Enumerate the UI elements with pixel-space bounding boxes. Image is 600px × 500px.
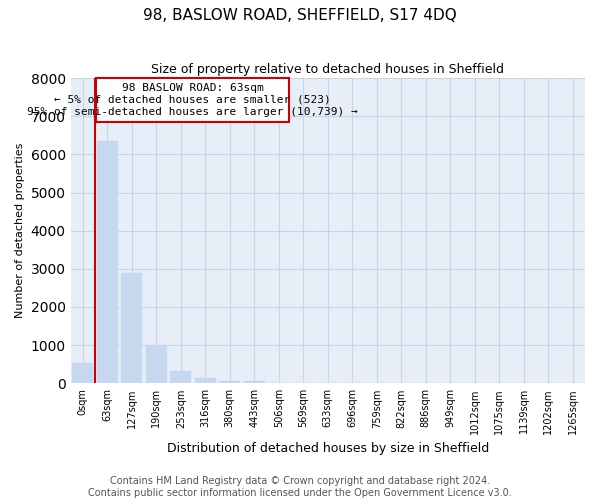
Text: Contains HM Land Registry data © Crown copyright and database right 2024.
Contai: Contains HM Land Registry data © Crown c… [88,476,512,498]
Title: Size of property relative to detached houses in Sheffield: Size of property relative to detached ho… [151,62,504,76]
Bar [220,380,240,384]
Text: 98, BASLOW ROAD, SHEFFIELD, S17 4DQ: 98, BASLOW ROAD, SHEFFIELD, S17 4DQ [143,8,457,22]
Text: 98 BASLOW ROAD: 63sqm: 98 BASLOW ROAD: 63sqm [122,82,263,92]
Bar [121,272,142,384]
Bar [195,378,215,384]
Y-axis label: Number of detached properties: Number of detached properties [15,143,25,318]
Bar [97,141,118,384]
Bar [96,78,289,122]
Bar [244,382,265,384]
Bar [170,371,191,384]
Bar [146,345,167,384]
Bar [73,364,93,384]
Text: ← 5% of detached houses are smaller (523): ← 5% of detached houses are smaller (523… [54,95,331,105]
X-axis label: Distribution of detached houses by size in Sheffield: Distribution of detached houses by size … [167,442,489,455]
Text: 95% of semi-detached houses are larger (10,739) →: 95% of semi-detached houses are larger (… [27,108,358,118]
